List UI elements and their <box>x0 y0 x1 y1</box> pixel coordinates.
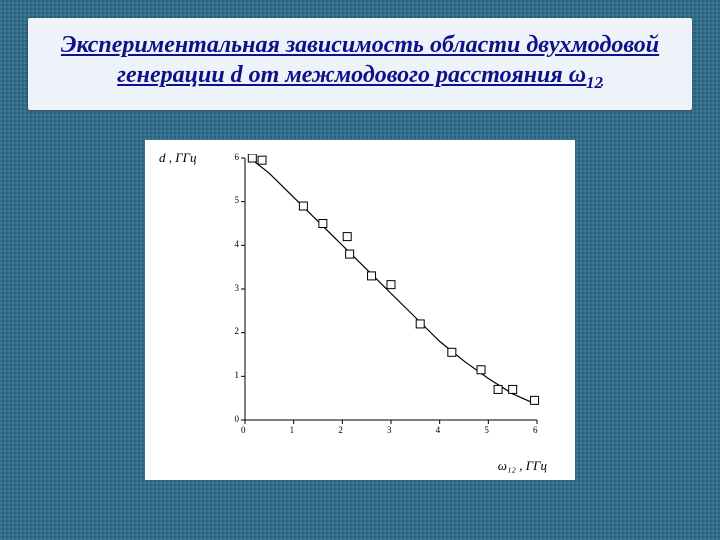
title-box: Экспериментальная зависимость области дв… <box>28 18 692 110</box>
slide-title: Экспериментальная зависимость области дв… <box>48 30 672 94</box>
x-axis-label: ω₁₂ , ГГц <box>498 458 547 474</box>
x-tick-label: 1 <box>290 425 295 435</box>
x-tick-label: 5 <box>484 425 489 435</box>
y-tick-label: 4 <box>235 239 240 249</box>
y-tick-label: 0 <box>235 414 240 424</box>
y-axis-label: d , ГГц <box>159 150 197 166</box>
y-tick-label: 1 <box>235 370 240 380</box>
chart-svg <box>235 154 545 434</box>
plot-area: 0 1 2 3 4 5 6 0 1 2 3 4 5 6 <box>235 154 545 434</box>
chart-panel: d , ГГц 0 1 2 3 4 5 6 0 1 2 3 4 5 6 ω₁₂ , ГГц <box>145 140 575 480</box>
y-tick-label: 5 <box>235 195 240 205</box>
y-tick-label: 6 <box>235 152 240 162</box>
slide: Экспериментальная зависимость области дв… <box>0 0 720 540</box>
x-tick-label: 0 <box>241 425 246 435</box>
x-tick-label: 6 <box>533 425 538 435</box>
x-tick-label: 2 <box>338 425 343 435</box>
x-tick-label: 3 <box>387 425 392 435</box>
y-tick-label: 3 <box>235 283 240 293</box>
x-tick-label: 4 <box>436 425 441 435</box>
y-tick-label: 2 <box>235 326 240 336</box>
